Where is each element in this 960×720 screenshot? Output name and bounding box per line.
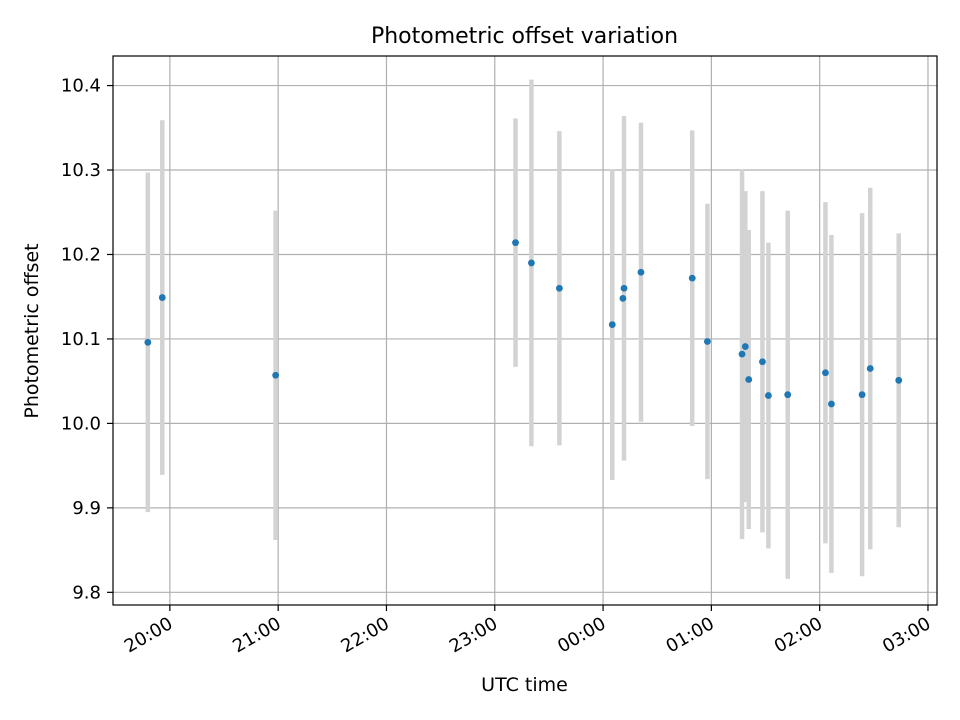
error-bars bbox=[145, 79, 901, 579]
data-point bbox=[858, 391, 866, 399]
plot-frame bbox=[112, 55, 938, 606]
data-point bbox=[619, 295, 627, 302]
chart-title: Photometric offset variation bbox=[371, 24, 678, 49]
y-tick-label: 10.3 bbox=[61, 160, 101, 181]
x-tick-label: 23:00 bbox=[446, 613, 501, 657]
x-tick-label: 21:00 bbox=[229, 613, 284, 657]
x-tick-label: 01:00 bbox=[662, 613, 717, 657]
data-point bbox=[637, 268, 645, 276]
x-tick-label: 20:00 bbox=[121, 613, 176, 657]
y-tick-label: 10.0 bbox=[61, 413, 101, 434]
y-axis-ticks: 9.8 9.9 10.0 10.1 10.2 10.3 10.4 bbox=[61, 76, 113, 603]
y-tick-label: 9.9 bbox=[72, 498, 101, 519]
x-tick-label: 03:00 bbox=[879, 613, 934, 657]
grid bbox=[113, 56, 937, 605]
data-point bbox=[688, 274, 696, 282]
x-axis-ticks: 20:00 21:00 22:00 23:00 00:00 01:00 02:00 03:00 bbox=[121, 605, 934, 657]
data-point bbox=[738, 350, 746, 358]
data-point bbox=[828, 400, 835, 408]
data-point bbox=[512, 239, 519, 247]
data-point bbox=[895, 376, 903, 384]
y-tick-label: 9.8 bbox=[72, 582, 101, 603]
data-point bbox=[703, 338, 711, 345]
data-point bbox=[765, 392, 772, 399]
data-point bbox=[741, 343, 749, 350]
x-tick-label: 22:00 bbox=[338, 613, 393, 657]
data-point bbox=[272, 371, 280, 379]
data-point bbox=[528, 259, 535, 267]
x-tick-label: 00:00 bbox=[554, 613, 609, 657]
data-point bbox=[822, 369, 829, 377]
x-tick-label: 02:00 bbox=[771, 613, 826, 657]
data-point bbox=[555, 284, 563, 292]
data-point bbox=[784, 391, 792, 399]
data-point bbox=[144, 338, 152, 346]
y-tick-label: 10.2 bbox=[61, 244, 101, 265]
data-point bbox=[158, 294, 166, 301]
y-tick-label: 10.1 bbox=[61, 329, 101, 350]
y-tick-label: 10.4 bbox=[61, 76, 101, 97]
data-point bbox=[620, 284, 628, 292]
data-points bbox=[144, 239, 903, 408]
data-point bbox=[759, 358, 766, 366]
y-axis-label: Photometric offset bbox=[21, 243, 43, 418]
data-point bbox=[608, 321, 616, 328]
x-axis-label: UTC time bbox=[481, 674, 568, 696]
data-point bbox=[745, 376, 753, 383]
data-point bbox=[866, 365, 874, 372]
